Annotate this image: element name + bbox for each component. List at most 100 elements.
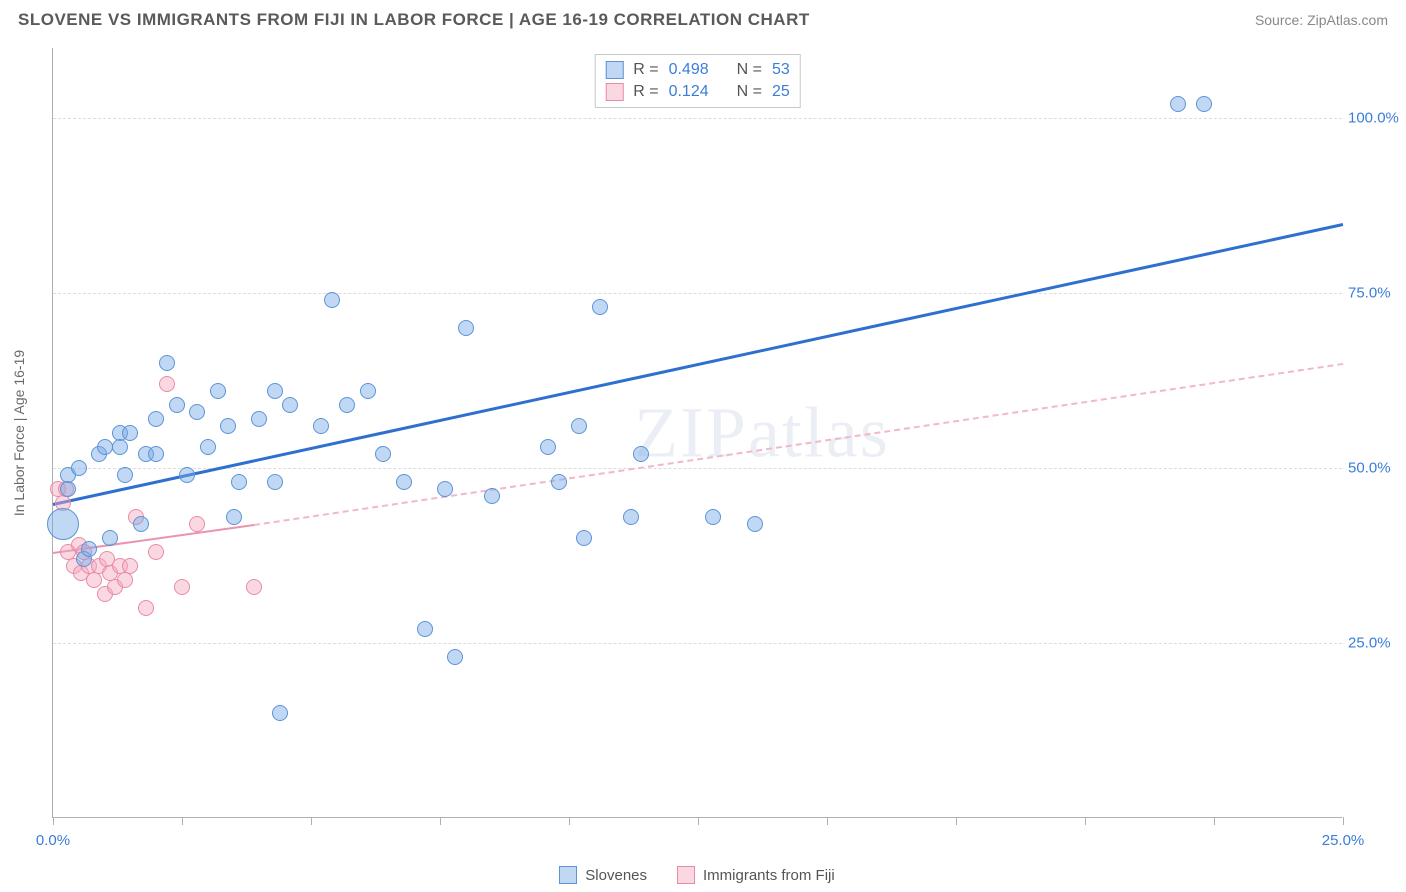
data-point [747, 516, 763, 532]
y-axis-label: In Labor Force | Age 16-19 [11, 349, 27, 515]
data-point [272, 705, 288, 721]
stat-r-label: R = [633, 83, 658, 101]
data-point [133, 516, 149, 532]
data-point [1170, 96, 1186, 112]
data-point [267, 474, 283, 490]
data-point [267, 383, 283, 399]
data-point [189, 516, 205, 532]
data-point [159, 355, 175, 371]
stat-n-value: 25 [772, 83, 790, 101]
data-point [81, 541, 97, 557]
data-point [174, 579, 190, 595]
legend-swatch [605, 83, 623, 101]
data-point [540, 439, 556, 455]
chart-title: SLOVENE VS IMMIGRANTS FROM FIJI IN LABOR… [18, 10, 810, 30]
data-point [117, 572, 133, 588]
data-point [313, 418, 329, 434]
data-point [571, 418, 587, 434]
data-point [86, 572, 102, 588]
data-point [282, 397, 298, 413]
data-point [97, 439, 113, 455]
data-point [375, 446, 391, 462]
x-tick [440, 817, 441, 825]
gridline-y [53, 468, 1342, 469]
data-point [122, 425, 138, 441]
x-tick [1214, 817, 1215, 825]
data-point [159, 376, 175, 392]
x-tick-label: 0.0% [36, 832, 70, 849]
legend-swatch [605, 61, 623, 79]
data-point [447, 649, 463, 665]
data-point [246, 579, 262, 595]
x-tick [311, 817, 312, 825]
data-point [200, 439, 216, 455]
data-point [179, 467, 195, 483]
stat-n-value: 53 [772, 61, 790, 79]
legend-label: Immigrants from Fiji [703, 867, 835, 884]
data-point [705, 509, 721, 525]
data-point [47, 508, 79, 540]
y-tick-label: 100.0% [1348, 110, 1406, 127]
trend-line [53, 223, 1344, 506]
legend-item: Slovenes [559, 866, 647, 884]
x-tick [827, 817, 828, 825]
series-legend: Slovenes Immigrants from Fiji [52, 866, 1342, 884]
data-point [210, 383, 226, 399]
legend-label: Slovenes [585, 867, 647, 884]
data-point [220, 418, 236, 434]
correlation-stat-box: R = 0.498 N = 53 R = 0.124 N = 25 [594, 54, 801, 108]
data-point [226, 509, 242, 525]
y-tick-label: 25.0% [1348, 635, 1406, 652]
data-point [458, 320, 474, 336]
data-point [122, 558, 138, 574]
data-point [576, 530, 592, 546]
data-point [148, 446, 164, 462]
data-point [148, 544, 164, 560]
data-point [60, 481, 76, 497]
trend-line [254, 363, 1343, 526]
legend-item: Immigrants from Fiji [677, 866, 835, 884]
x-tick [182, 817, 183, 825]
x-tick [1085, 817, 1086, 825]
stat-row: R = 0.498 N = 53 [605, 59, 790, 81]
data-point [324, 292, 340, 308]
stat-row: R = 0.124 N = 25 [605, 81, 790, 103]
x-tick [569, 817, 570, 825]
x-tick [956, 817, 957, 825]
x-tick [698, 817, 699, 825]
data-point [117, 467, 133, 483]
data-point [231, 474, 247, 490]
data-point [623, 509, 639, 525]
chart-source: Source: ZipAtlas.com [1255, 12, 1388, 28]
stat-r-value: 0.498 [669, 61, 709, 79]
stat-n-label: N = [737, 61, 762, 79]
stat-r-value: 0.124 [669, 83, 709, 101]
chart-plot-area: In Labor Force | Age 16-19 ZIPatlas R =0… [52, 48, 1342, 818]
y-tick-label: 75.0% [1348, 285, 1406, 302]
data-point [112, 439, 128, 455]
data-point [396, 474, 412, 490]
data-point [251, 411, 267, 427]
data-point [633, 446, 649, 462]
gridline-y [53, 293, 1342, 294]
data-point [437, 481, 453, 497]
data-point [360, 383, 376, 399]
stat-n-label: N = [737, 83, 762, 101]
y-tick-label: 50.0% [1348, 460, 1406, 477]
stat-r-label: R = [633, 61, 658, 79]
chart-header: SLOVENE VS IMMIGRANTS FROM FIJI IN LABOR… [0, 0, 1406, 36]
data-point [189, 404, 205, 420]
gridline-y [53, 118, 1342, 119]
legend-swatch [677, 866, 695, 884]
x-tick-label: 25.0% [1322, 832, 1365, 849]
x-tick [1343, 817, 1344, 825]
data-point [592, 299, 608, 315]
data-point [417, 621, 433, 637]
data-point [484, 488, 500, 504]
gridline-y [53, 643, 1342, 644]
data-point [71, 460, 87, 476]
legend-swatch [559, 866, 577, 884]
data-point [169, 397, 185, 413]
data-point [138, 600, 154, 616]
data-point [551, 474, 567, 490]
